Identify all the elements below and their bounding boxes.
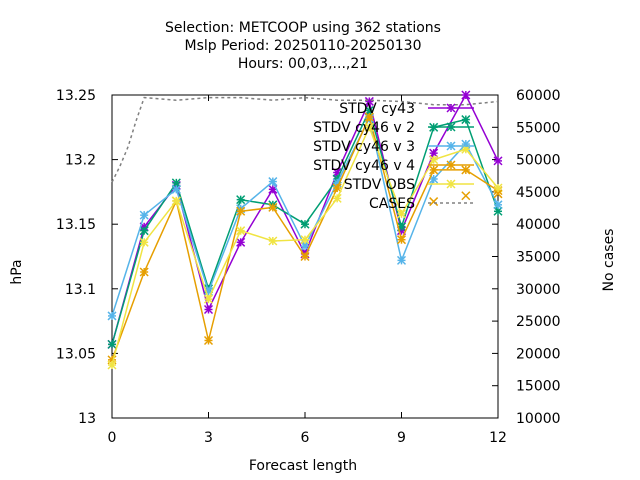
point-marker bbox=[446, 141, 456, 151]
point-marker bbox=[429, 174, 439, 184]
y2-tick-label: 10000 bbox=[516, 411, 561, 427]
y2-tick-label: 20000 bbox=[516, 346, 561, 362]
point-marker bbox=[236, 226, 246, 236]
x-tick-label: 6 bbox=[301, 430, 310, 446]
point-marker bbox=[364, 105, 374, 116]
legend-label: STDV OBS bbox=[344, 177, 415, 193]
x-tick-label: 3 bbox=[204, 430, 213, 446]
point-marker bbox=[171, 184, 181, 194]
point-marker bbox=[107, 339, 117, 349]
y2-tick-label: 40000 bbox=[516, 217, 561, 233]
point-marker bbox=[300, 241, 310, 251]
point-marker bbox=[171, 178, 181, 188]
point-marker bbox=[493, 206, 503, 216]
axes: 0 3 6 9 12 13 13.05 13.1 13.15 13.2 13.25 10000 1500… bbox=[56, 88, 561, 446]
y-axis-label: hPa bbox=[9, 259, 25, 284]
point-marker bbox=[364, 96, 374, 106]
y2-tick-label: 15000 bbox=[516, 379, 561, 395]
title-line: Mslp Period: 20250110-20250130 bbox=[185, 38, 422, 54]
point-marker bbox=[332, 167, 342, 178]
y2-tick-label: 55000 bbox=[516, 120, 561, 136]
point-marker bbox=[236, 206, 246, 216]
y-tick-label: 13.05 bbox=[56, 346, 96, 362]
point-marker bbox=[300, 219, 310, 229]
point-marker bbox=[493, 156, 503, 166]
title-line: Hours: 00,03,...,21 bbox=[238, 56, 368, 72]
point-marker bbox=[139, 210, 149, 220]
point-marker bbox=[171, 196, 181, 206]
point-marker bbox=[203, 335, 214, 346]
point-marker bbox=[236, 237, 246, 247]
x-axis-label: Forecast length bbox=[249, 458, 357, 474]
point-marker bbox=[429, 197, 439, 207]
point-marker bbox=[429, 165, 439, 175]
y-tick-label: 13.1 bbox=[65, 282, 96, 298]
point-marker bbox=[493, 200, 503, 210]
series-line bbox=[111, 93, 499, 345]
y2-tick-label: 45000 bbox=[516, 185, 561, 201]
y2-tick-label: 25000 bbox=[516, 314, 561, 330]
point-marker bbox=[300, 251, 310, 262]
point-marker bbox=[236, 195, 246, 205]
point-marker bbox=[461, 165, 471, 175]
point-marker bbox=[139, 226, 149, 236]
title-line: Selection: METCOOP using 362 stations bbox=[165, 20, 441, 36]
x-tick-label: 9 bbox=[397, 430, 406, 446]
y2-tick-label: 50000 bbox=[516, 153, 561, 169]
plot-area bbox=[107, 90, 503, 370]
point-marker bbox=[396, 255, 407, 265]
series-stdv-obs bbox=[107, 122, 503, 370]
series-stdv-cy46-v-3 bbox=[107, 113, 503, 321]
point-marker bbox=[364, 122, 374, 132]
point-marker bbox=[268, 202, 278, 212]
point-marker bbox=[203, 294, 214, 304]
y-tick-label: 13.2 bbox=[65, 153, 96, 169]
point-marker bbox=[364, 112, 374, 122]
legend: STDV cy43 STDV cy46 v 2 STDV cy46 v 3 STDV … bbox=[313, 101, 474, 212]
point-marker bbox=[268, 177, 278, 187]
point-marker bbox=[332, 183, 342, 193]
point-marker bbox=[268, 236, 278, 246]
point-marker bbox=[429, 155, 439, 165]
point-marker bbox=[446, 122, 456, 132]
point-marker bbox=[107, 311, 117, 321]
legend-label: STDV cy46 v 4 bbox=[313, 158, 415, 174]
y-tick-label: 13.15 bbox=[56, 217, 96, 233]
point-marker bbox=[396, 235, 407, 245]
y-tick-label: 13 bbox=[78, 411, 96, 427]
series-stdv-cy46-v-2 bbox=[107, 105, 503, 349]
y2-tick-label: 60000 bbox=[516, 88, 561, 104]
point-marker bbox=[203, 304, 214, 315]
point-marker bbox=[332, 193, 342, 203]
point-marker bbox=[461, 191, 471, 201]
point-marker bbox=[396, 209, 407, 219]
point-marker bbox=[429, 148, 439, 158]
series-cases-markers bbox=[429, 189, 503, 207]
legend-label: STDV cy46 v 2 bbox=[313, 120, 415, 136]
point-marker bbox=[300, 235, 310, 245]
series-line bbox=[111, 116, 499, 317]
x-tick-label: 12 bbox=[489, 430, 507, 446]
point-marker bbox=[446, 103, 456, 113]
y2-tick-label: 30000 bbox=[516, 282, 561, 298]
point-marker bbox=[461, 115, 471, 125]
point-marker bbox=[139, 237, 149, 247]
x-tick-label: 0 bbox=[108, 430, 117, 446]
point-marker bbox=[139, 267, 149, 277]
legend-label: STDV cy43 bbox=[339, 101, 415, 117]
legend-label: STDV cy46 v 3 bbox=[313, 139, 415, 155]
point-marker bbox=[461, 90, 471, 100]
chart-title: Selection: METCOOP using 362 stations Msl… bbox=[165, 20, 441, 72]
point-marker bbox=[493, 189, 503, 199]
point-marker bbox=[446, 179, 456, 189]
y2-axis-label: No cases bbox=[601, 229, 617, 292]
y2-tick-label: 35000 bbox=[516, 250, 561, 266]
point-marker bbox=[107, 360, 117, 370]
y-tick-label: 13.25 bbox=[56, 88, 96, 104]
point-marker bbox=[203, 286, 214, 296]
point-marker bbox=[446, 160, 456, 170]
legend-label: CASES bbox=[369, 196, 415, 212]
